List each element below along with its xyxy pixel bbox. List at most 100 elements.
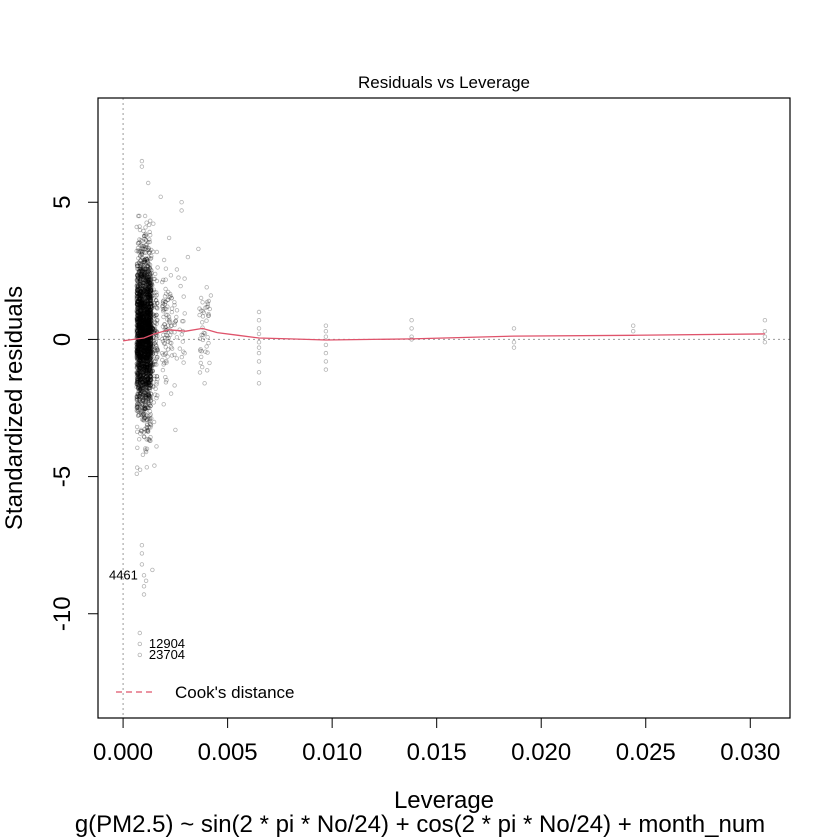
data-point bbox=[147, 323, 153, 328]
data-point bbox=[135, 276, 140, 282]
data-point bbox=[137, 304, 143, 310]
data-point bbox=[137, 315, 142, 321]
data-point bbox=[142, 319, 148, 324]
data-point bbox=[138, 318, 144, 323]
data-point bbox=[140, 355, 145, 360]
data-point bbox=[146, 341, 151, 346]
data-point bbox=[204, 368, 210, 373]
data-point bbox=[146, 386, 152, 391]
data-point bbox=[134, 322, 140, 328]
data-point bbox=[135, 401, 140, 406]
data-point bbox=[173, 427, 178, 433]
data-point bbox=[148, 310, 154, 315]
data-point bbox=[135, 313, 140, 318]
data-point bbox=[198, 360, 203, 366]
data-point bbox=[137, 324, 143, 329]
data-point bbox=[165, 323, 171, 328]
data-point bbox=[142, 364, 147, 369]
data-point bbox=[140, 370, 145, 375]
data-point bbox=[140, 245, 145, 251]
data-point bbox=[143, 368, 148, 374]
data-point bbox=[144, 310, 149, 315]
data-point bbox=[141, 323, 146, 329]
data-point bbox=[145, 297, 150, 303]
data-point bbox=[180, 339, 185, 344]
data-point bbox=[138, 358, 143, 363]
data-point bbox=[148, 363, 153, 369]
y-tick-label: -10 bbox=[49, 596, 76, 631]
data-point bbox=[152, 271, 158, 277]
data-point bbox=[140, 321, 145, 326]
data-point bbox=[143, 313, 148, 318]
data-point bbox=[137, 342, 142, 347]
data-point bbox=[137, 301, 143, 307]
data-point bbox=[142, 364, 147, 369]
data-point bbox=[138, 359, 143, 365]
data-point bbox=[137, 330, 143, 336]
data-point bbox=[135, 320, 141, 325]
data-point bbox=[146, 383, 151, 388]
data-point bbox=[136, 394, 142, 399]
data-point bbox=[139, 326, 145, 331]
data-point bbox=[146, 323, 152, 328]
data-point bbox=[137, 326, 142, 331]
data-point bbox=[148, 327, 153, 332]
data-point bbox=[138, 357, 144, 363]
data-point bbox=[143, 320, 148, 325]
data-point bbox=[148, 369, 154, 375]
data-point bbox=[138, 272, 143, 278]
data-point bbox=[139, 354, 145, 359]
data-point bbox=[139, 391, 145, 396]
data-point bbox=[143, 292, 148, 298]
data-point bbox=[148, 329, 153, 334]
data-point bbox=[155, 393, 160, 398]
data-point bbox=[137, 401, 142, 407]
data-point bbox=[142, 274, 148, 279]
data-point bbox=[143, 349, 148, 355]
data-point bbox=[147, 378, 152, 383]
data-point bbox=[143, 338, 149, 343]
data-point bbox=[136, 344, 141, 349]
data-point bbox=[143, 349, 149, 354]
data-point bbox=[137, 327, 142, 332]
data-point bbox=[135, 283, 141, 288]
data-point bbox=[139, 411, 144, 416]
data-point bbox=[141, 304, 146, 309]
data-point bbox=[142, 415, 147, 421]
data-point bbox=[139, 364, 144, 369]
data-point bbox=[135, 287, 140, 293]
data-point bbox=[164, 336, 170, 341]
data-point bbox=[138, 295, 143, 301]
data-point bbox=[143, 266, 149, 271]
data-point bbox=[138, 361, 143, 367]
data-point bbox=[147, 382, 152, 388]
data-point bbox=[145, 306, 150, 311]
data-point bbox=[198, 295, 204, 301]
data-point bbox=[143, 310, 149, 315]
data-point bbox=[144, 322, 150, 328]
data-point bbox=[142, 301, 148, 307]
data-point bbox=[144, 340, 150, 346]
data-point bbox=[138, 349, 143, 354]
data-point bbox=[151, 296, 156, 301]
data-point bbox=[149, 416, 154, 421]
data-point bbox=[139, 267, 144, 272]
data-point bbox=[139, 291, 145, 296]
data-point bbox=[148, 324, 154, 330]
data-point bbox=[136, 339, 142, 344]
data-point bbox=[140, 352, 145, 357]
data-point bbox=[134, 283, 139, 288]
data-point bbox=[135, 376, 141, 381]
data-point bbox=[144, 299, 149, 304]
data-point bbox=[140, 370, 146, 375]
data-point bbox=[138, 289, 144, 294]
data-point bbox=[139, 377, 144, 382]
data-point bbox=[146, 437, 151, 442]
data-point bbox=[136, 324, 142, 329]
data-point bbox=[155, 349, 160, 354]
data-point bbox=[142, 280, 147, 285]
data-point bbox=[146, 278, 151, 283]
data-point bbox=[135, 312, 140, 317]
data-point bbox=[135, 333, 141, 339]
data-point bbox=[134, 295, 140, 301]
